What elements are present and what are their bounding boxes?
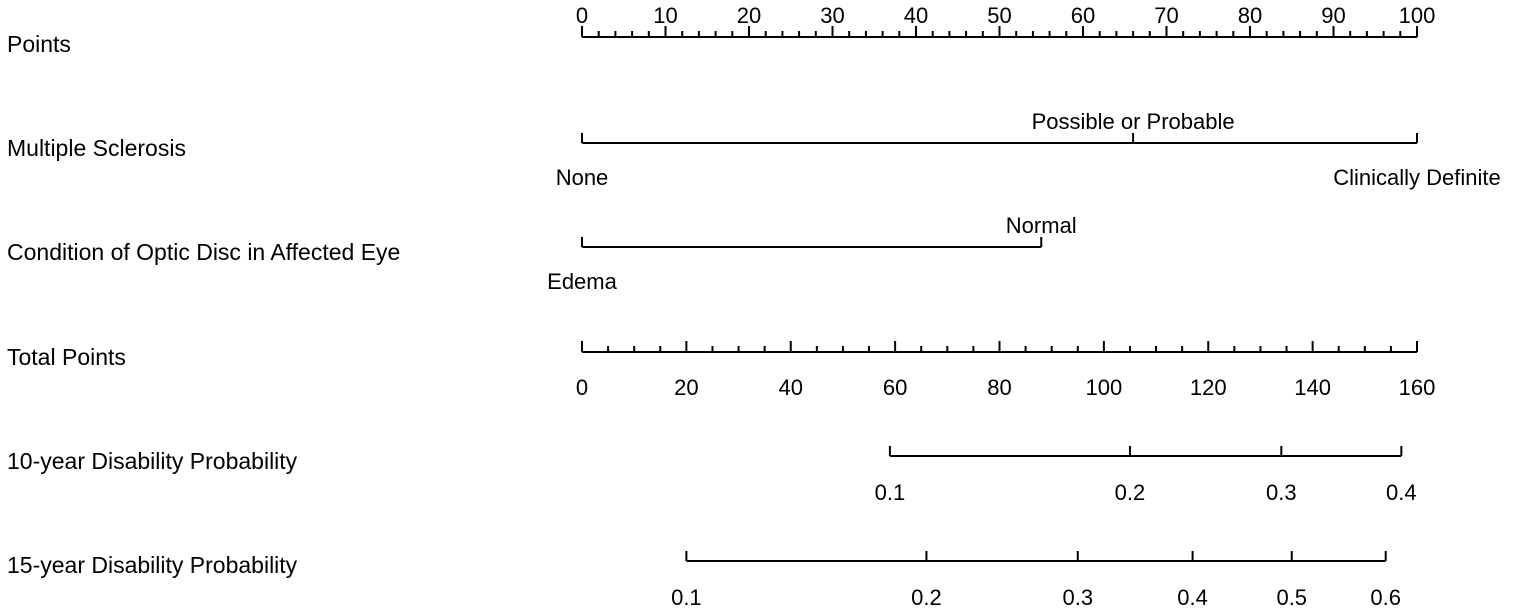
total-points-tick-label: 100 bbox=[1086, 375, 1123, 400]
prob-15yr-tick-label: 0.1 bbox=[671, 585, 702, 610]
points-tick-label: 70 bbox=[1154, 3, 1178, 28]
points-tick-label: 50 bbox=[987, 3, 1011, 28]
prob-10yr-tick-label: 0.4 bbox=[1386, 480, 1417, 505]
multiple-sclerosis-category-clinically-definite: Clinically Definite bbox=[1333, 165, 1501, 190]
multiple-sclerosis-row-label: Multiple Sclerosis bbox=[7, 135, 186, 161]
prob-10yr-tick-label: 0.3 bbox=[1266, 480, 1297, 505]
optic-disc-category-edema: Edema bbox=[547, 269, 617, 294]
total-points-tick-label: 140 bbox=[1294, 375, 1331, 400]
points-tick-label: 30 bbox=[820, 3, 844, 28]
total-points-row-label: Total Points bbox=[7, 344, 126, 370]
points-tick-label: 20 bbox=[737, 3, 761, 28]
total-points-tick-label: 60 bbox=[883, 375, 907, 400]
points-tick-label: 40 bbox=[904, 3, 928, 28]
scale-multiple-sclerosis: Multiple Sclerosis None Possible or Probab… bbox=[7, 109, 1501, 190]
prob-15yr-tick-label: 0.2 bbox=[911, 585, 942, 610]
prob-15yr-tick-label: 0.3 bbox=[1062, 585, 1093, 610]
points-tick-label: 60 bbox=[1071, 3, 1095, 28]
prob-10yr-row-label: 10-year Disability Probability bbox=[7, 448, 298, 474]
total-points-tick-label: 80 bbox=[987, 375, 1011, 400]
points-tick-label: 0 bbox=[576, 3, 588, 28]
scale-prob-15yr: 15-year Disability Probability 0.1 0.2 0.3 0… bbox=[7, 551, 1401, 610]
prob-15yr-tick-label: 0.5 bbox=[1276, 585, 1307, 610]
optic-disc-row-label: Condition of Optic Disc in Affected Eye bbox=[7, 239, 400, 265]
prob-15yr-row-label: 15-year Disability Probability bbox=[7, 552, 298, 578]
prob-15yr-tick-label: 0.4 bbox=[1177, 585, 1208, 610]
scale-total-points: Total Points 0 20 40 60 80 100 120 140 160 bbox=[7, 341, 1435, 400]
scale-prob-10yr: 10-year Disability Probability 0.1 0.2 0.3 0… bbox=[7, 446, 1417, 505]
optic-disc-category-normal: Normal bbox=[1006, 213, 1077, 238]
total-points-tick-label: 0 bbox=[576, 375, 588, 400]
points-tick-label: 80 bbox=[1238, 3, 1262, 28]
total-points-tick-label: 120 bbox=[1190, 375, 1227, 400]
points-tick-label: 90 bbox=[1321, 3, 1345, 28]
points-tick-label: 10 bbox=[653, 3, 677, 28]
multiple-sclerosis-category-possible-or-probable: Possible or Probable bbox=[1032, 109, 1235, 134]
total-points-tick-label: 40 bbox=[779, 375, 803, 400]
scale-points: Points 0 10 20 30 40 50 60 70 80 90 100 bbox=[7, 3, 1435, 57]
points-tick-label: 100 bbox=[1399, 3, 1436, 28]
total-points-tick-label: 160 bbox=[1399, 375, 1436, 400]
scale-optic-disc: Condition of Optic Disc in Affected Eye E… bbox=[7, 213, 1077, 294]
prob-10yr-tick-label: 0.1 bbox=[875, 480, 906, 505]
multiple-sclerosis-category-none: None bbox=[556, 165, 609, 190]
total-points-tick-label: 20 bbox=[674, 375, 698, 400]
points-row-label: Points bbox=[7, 31, 71, 57]
prob-10yr-tick-label: 0.2 bbox=[1115, 480, 1146, 505]
nomogram-rows: Points 0 10 20 30 40 50 60 70 80 90 100 Multiple Scl… bbox=[7, 3, 1501, 610]
prob-15yr-tick-label: 0.6 bbox=[1370, 585, 1401, 610]
